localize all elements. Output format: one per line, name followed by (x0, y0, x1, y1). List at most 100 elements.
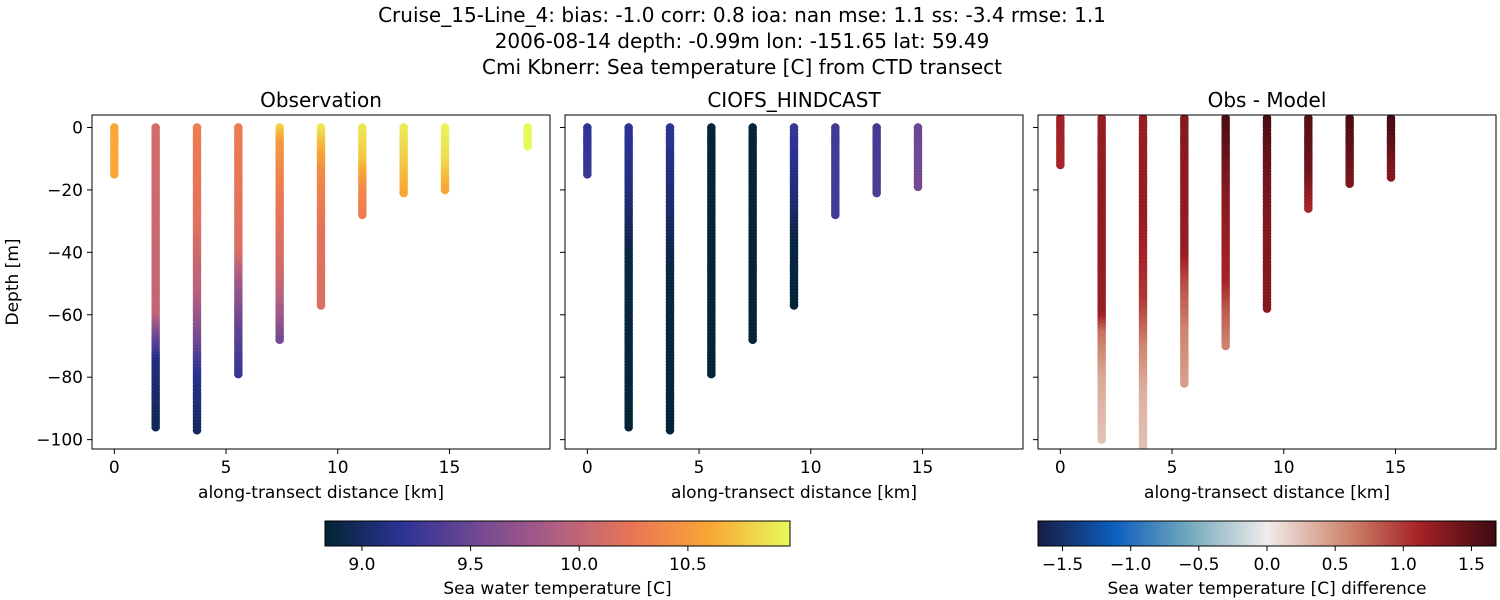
scatter-points (583, 123, 923, 435)
data-point (1138, 444, 1148, 449)
profile-column (1138, 115, 1148, 449)
profile-column (748, 123, 757, 345)
profile-column (583, 123, 592, 179)
data-point (358, 210, 367, 220)
y-tick-label: −80 (47, 368, 83, 388)
x-tick-label: 10 (1273, 458, 1295, 478)
y-tick-label: −20 (47, 181, 83, 201)
panel-title: CIOFS_HINDCAST (707, 88, 881, 112)
colorbar-tick-label: 1.0 (1390, 555, 1417, 575)
colorbar-tick-label: 0.0 (1253, 555, 1280, 575)
colorbar-tick-label: 9.5 (457, 555, 484, 575)
x-tick-label: 0 (109, 458, 120, 478)
colorbar-tick-label: 1.5 (1458, 555, 1485, 575)
x-tick-label: 15 (1385, 458, 1407, 478)
colorbar-tick-label: 9.0 (348, 555, 375, 575)
colorbar-gradient (1037, 520, 1497, 547)
y-tick-label: −60 (47, 306, 83, 326)
axes-frame (1037, 114, 1497, 450)
profile-column (523, 123, 532, 151)
profile-column (234, 123, 243, 379)
colorbar-label: Sea water temperature [C] difference (1107, 579, 1426, 599)
profile-column (110, 123, 119, 179)
data-point (624, 422, 633, 432)
panel-title: Observation (260, 88, 382, 112)
panel-title: Obs - Model (1208, 88, 1327, 112)
observation-panel: Observation 0 5 10 15 0 −20 −40 −60 −80 −100 along-… (3, 88, 551, 503)
axes-frame (91, 114, 551, 450)
profile-column (1345, 115, 1354, 188)
data-point (665, 425, 675, 435)
colorbar-tick-label: −0.5 (1178, 555, 1219, 575)
x-tick-label: 15 (912, 458, 934, 478)
data-point (1345, 179, 1354, 188)
x-tick-label: 0 (582, 458, 593, 478)
y-tick-label: −40 (47, 243, 83, 263)
data-point (440, 185, 450, 195)
profile-column (1386, 115, 1396, 182)
profile-column (192, 123, 202, 435)
data-point (523, 141, 532, 151)
profile-column (316, 123, 326, 310)
x-tick-label: 10 (800, 458, 822, 478)
colorbar-gradient (324, 520, 791, 547)
x-tick-label: 5 (221, 458, 232, 478)
data-point (1386, 173, 1396, 182)
profile-column (913, 123, 923, 192)
y-tick-label: 0 (72, 118, 83, 138)
data-point (1221, 341, 1230, 351)
data-point (110, 170, 119, 179)
profile-column (399, 123, 408, 198)
profile-column (707, 123, 716, 379)
x-tick-label: 10 (327, 458, 349, 478)
figure-title-line-2: 2006-08-14 depth: -0.99m lon: -151.65 la… (495, 29, 990, 53)
scatter-points (110, 123, 532, 435)
profile-column (440, 123, 450, 195)
data-point (275, 335, 284, 345)
colorbar-label: Sea water temperature [C] (443, 579, 671, 599)
profile-column (1304, 115, 1313, 213)
difference-panel: Obs - Model 0 5 10 15 along-transect distance… (1033, 88, 1497, 503)
profile-column (1056, 115, 1065, 170)
x-tick-label: 5 (694, 458, 705, 478)
data-point (1097, 435, 1106, 444)
profile-column (624, 123, 633, 432)
temperature-colorbar: 9.0 9.5 10.0 10.5 Sea water temperature [C] (324, 520, 791, 599)
data-point (748, 335, 757, 345)
profile-column (665, 123, 675, 435)
profile-column (358, 123, 367, 220)
figure-title-line-3: Cmi Kbnerr: Sea temperature [C] from CTD… (482, 55, 1002, 79)
difference-colorbar: −1.5 −1.0 −0.5 0.0 0.5 1.0 1.5 Sea water temper… (1037, 520, 1497, 599)
profile-column (789, 123, 799, 310)
x-tick-label: 15 (439, 458, 461, 478)
colorbar-tick-label: 10.0 (560, 555, 598, 575)
x-tick-label: 0 (1055, 458, 1066, 478)
data-point (399, 188, 408, 198)
scatter-points (1056, 115, 1396, 449)
profile-column (1262, 115, 1272, 313)
data-point (913, 182, 923, 192)
x-axis-label: along-transect distance [km] (1144, 483, 1390, 503)
colorbar-tick-label: −1.5 (1042, 555, 1083, 575)
data-point (1262, 304, 1272, 313)
profile-column (1097, 115, 1106, 444)
data-point (872, 188, 881, 198)
data-point (234, 369, 243, 379)
colorbar-tick-label: −1.0 (1110, 555, 1151, 575)
colorbar-tick-label: 10.5 (669, 555, 707, 575)
axes-frame (564, 114, 1024, 450)
profile-column (151, 123, 160, 432)
data-point (151, 422, 160, 432)
x-axis-label: along-transect distance [km] (198, 483, 444, 503)
data-point (1304, 204, 1313, 213)
data-point (1056, 160, 1065, 170)
x-tick-label: 5 (1167, 458, 1178, 478)
x-axis-label: along-transect distance [km] (671, 483, 917, 503)
data-point (707, 369, 716, 379)
figure-title-line-1: Cruise_15-Line_4: bias: -1.0 corr: 0.8 i… (378, 3, 1106, 27)
data-point (583, 170, 592, 179)
data-point (831, 210, 840, 220)
y-axis-label: Depth [m] (3, 238, 23, 325)
profile-column (872, 123, 881, 198)
